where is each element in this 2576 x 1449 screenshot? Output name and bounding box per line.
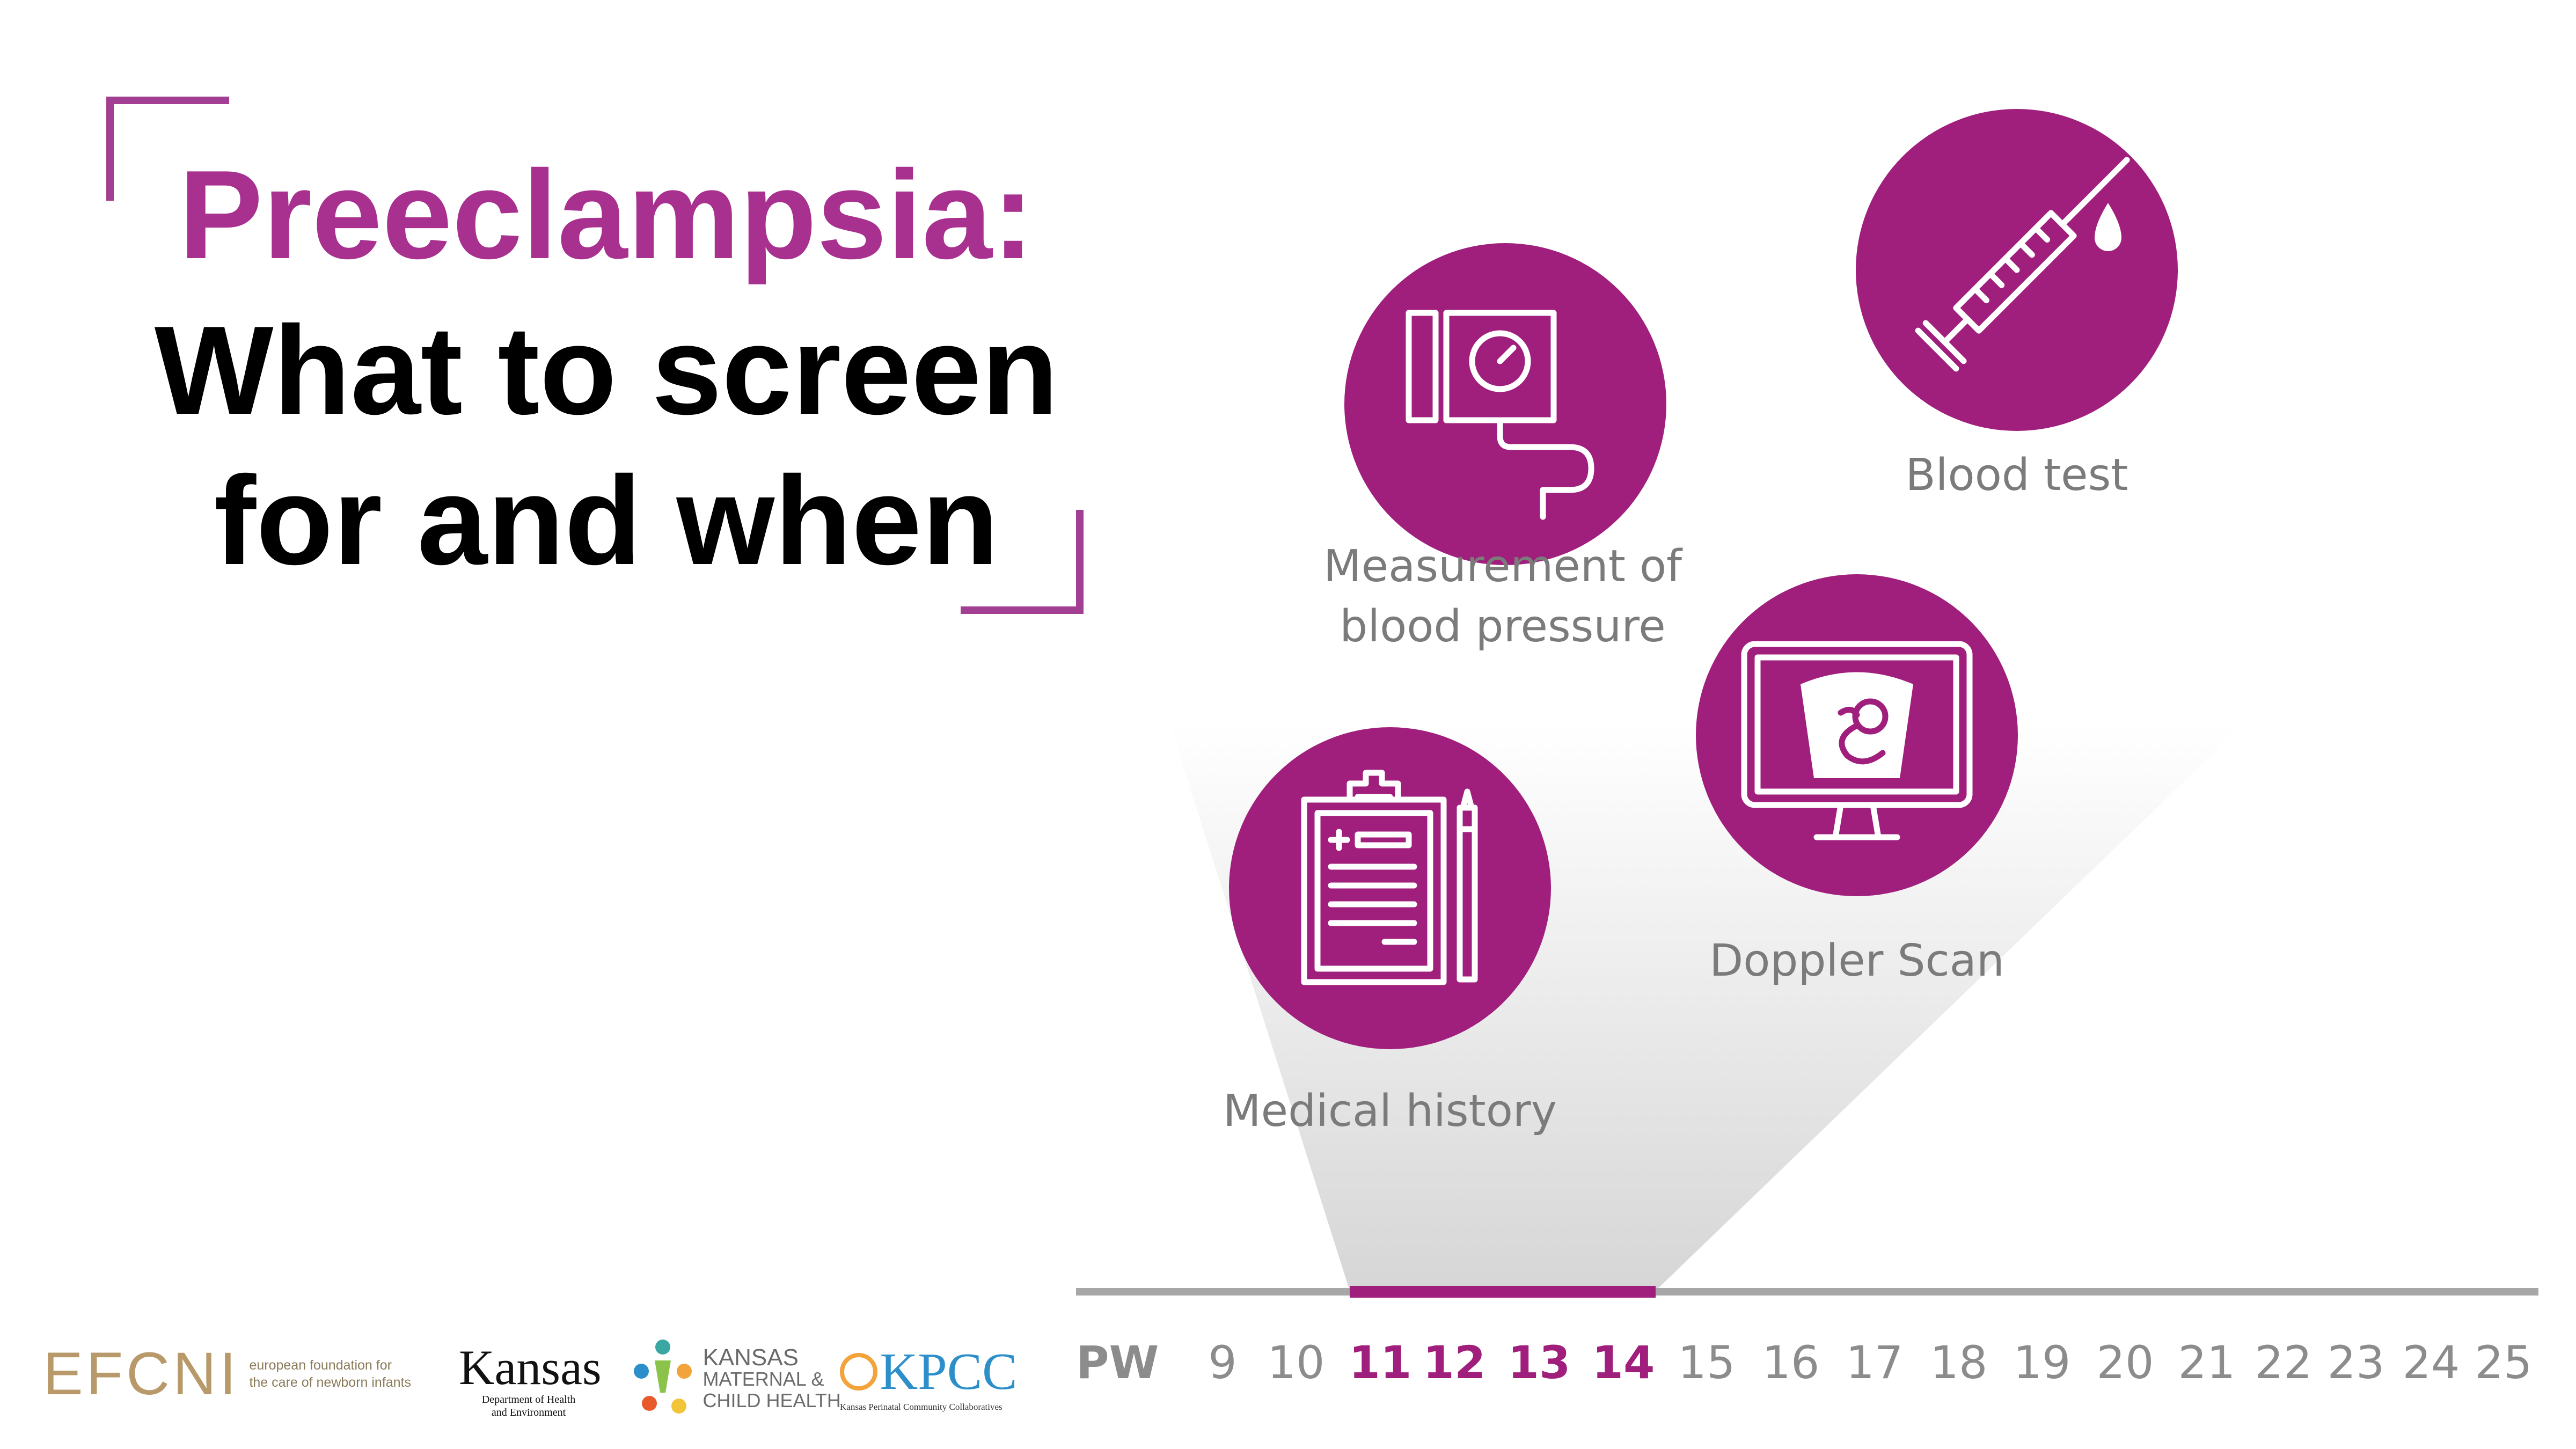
efcni-logo: EFCNI european foundation for the care o…	[43, 1339, 411, 1408]
title-line-2: What to screen	[154, 299, 1059, 441]
timeline-week-11: 11	[1349, 1336, 1412, 1389]
kdhe-logo: Kansas Department of Health and Environm…	[459, 1340, 602, 1419]
blood-pressure-label-line-2: blood pressure	[1340, 601, 1666, 652]
page-title: Preeclampsia: What to screen for and whe…	[129, 134, 1084, 596]
timeline-week-24: 24	[2402, 1336, 2460, 1389]
blood-pressure-label: Measurement of blood pressure	[1277, 537, 1728, 657]
timeline-week-20: 20	[2096, 1336, 2154, 1389]
medical-history-circle	[1229, 727, 1551, 1049]
title-bracket-top-left	[106, 97, 229, 201]
timeline-week-21: 21	[2178, 1336, 2236, 1389]
kdhe-wordmark: Kansas	[459, 1340, 602, 1395]
timeline-week-19: 19	[2013, 1336, 2071, 1389]
kpcc-wordmark: KPCC	[880, 1343, 1018, 1401]
medical-history-label: Medical history	[1223, 1086, 1557, 1137]
kmch-line-3: CHILD HEALTH	[702, 1389, 841, 1411]
kmch-logo: KANSAS MATERNAL & CHILD HEALTH	[625, 1334, 841, 1425]
timeline-week-22: 22	[2255, 1336, 2312, 1389]
doppler-label: Doppler Scan	[1709, 935, 2004, 986]
efcni-tagline-1: european foundation for	[249, 1357, 392, 1373]
blood-pressure-monitor-icon	[1406, 310, 1594, 520]
title-line-3: for and when	[214, 450, 999, 591]
efcni-tagline-2: the care of newborn infants	[249, 1374, 412, 1390]
timeline-week-10: 10	[1267, 1336, 1325, 1389]
kdhe-sub-2: and Environment	[491, 1407, 566, 1418]
blood-test-circle	[1856, 109, 2178, 431]
title-bracket-bottom-right	[961, 510, 1084, 614]
kpcc-sub: Kansas Perinatal Community Collaborative…	[840, 1402, 1002, 1412]
doppler-circle	[1696, 574, 2018, 896]
clipboard-icon	[1301, 770, 1478, 985]
timeline-highlight-range	[1350, 1286, 1656, 1298]
timeline-week-15: 15	[1678, 1336, 1736, 1389]
timeline-week-25: 25	[2475, 1336, 2533, 1389]
kmch-line-1: KANSAS	[702, 1344, 799, 1371]
blood-pressure-circle	[1344, 243, 1666, 565]
timeline-week-14: 14	[1592, 1336, 1655, 1389]
blood-pressure-label-line-1: Measurement of	[1323, 541, 1682, 592]
title-line-1: Preeclampsia:	[179, 144, 1034, 285]
timeline-axis	[1076, 1288, 2538, 1296]
timeline-week-12: 12	[1423, 1336, 1486, 1389]
kmch-people-icon	[634, 1340, 692, 1414]
efcni-wordmark: EFCNI	[43, 1340, 239, 1407]
timeline-week-9: 9	[1208, 1336, 1237, 1389]
timeline-week-13: 13	[1507, 1336, 1571, 1389]
timeline-week-16: 16	[1762, 1336, 1820, 1389]
ultrasound-monitor-icon	[1741, 641, 1973, 840]
timeline-week-23: 23	[2327, 1336, 2385, 1389]
timeline-week-17: 17	[1846, 1336, 1904, 1389]
kmch-line-2: MATERNAL &	[702, 1368, 824, 1390]
timeline-week-18: 18	[1930, 1336, 1988, 1389]
kdhe-sub-1: Department of Health	[481, 1394, 576, 1406]
kpcc-logo: KPCC Kansas Perinatal Community Collabor…	[840, 1342, 1017, 1413]
syringe-icon	[1915, 157, 2130, 372]
kpcc-emblem-icon	[840, 1353, 877, 1391]
blood-test-label: Blood test	[1905, 450, 2128, 501]
timeline-pw-label: PW	[1076, 1336, 1159, 1389]
